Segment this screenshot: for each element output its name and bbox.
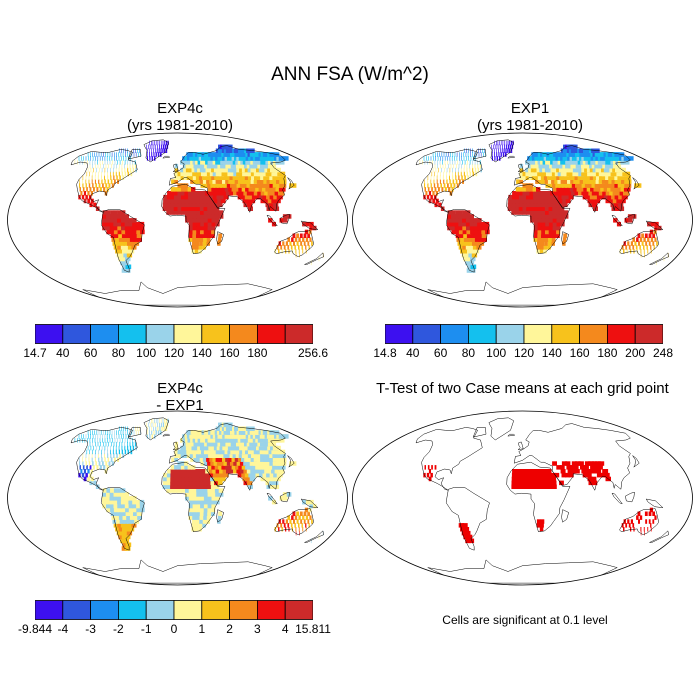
panel-title-line1: EXP4c [157,380,203,397]
colorbar-tick-label: 40 [56,346,70,360]
coastline [70,139,324,306]
colorbar-tick-label: 80 [461,346,476,360]
colorbar-swatch [62,324,91,344]
colorbar-swatch [62,600,91,620]
colorbar-tick-label: -1 [140,622,152,636]
colorbar-tick-label: 200 [625,346,646,360]
colorbar-tick-label: 0 [170,622,178,636]
colorbar-tick-label: 3 [254,622,261,636]
colorbar-tick-label: 1 [198,622,206,636]
colorbar-tick-label: 120 [163,346,185,360]
coastline [70,417,324,584]
colorbar-swatch [90,600,119,620]
colorbar-labels-diff: -9.844 -4 -3 -2 -1 0 1 2 3 4 15.811 [18,622,331,638]
map-field [74,140,324,273]
colorbar-swatch [256,600,286,620]
colorbar-diff [35,600,313,620]
colorbar-tick-label: 40 [406,346,420,360]
panel-title-diff: EXP4c - EXP1 [30,380,330,414]
map-exp4c [7,132,348,308]
colorbar-swatch [440,324,469,344]
colorbar-swatch [523,324,553,344]
panel-title-line1: EXP1 [510,100,550,117]
map-exp1 [352,132,693,308]
map-border [352,132,693,308]
colorbar-swatch [634,324,663,344]
colorbar-tick-label: 14.7 [23,346,47,360]
panel-title-line2: (yrs 1981-2010) [477,117,583,134]
colorbar-swatch [201,600,231,620]
colorbar-tick-label: -4 [57,622,69,636]
colorbar-swatch [284,324,313,344]
colorbar-tick-label: 15.811 [295,622,331,636]
colorbar-tick-label: 60 [83,346,98,360]
colorbar-tick-label: 140 [541,346,562,360]
colorbar-labels-exp4c: 14.7 40 60 80 100 120 140 160 180 256.6 [23,346,328,362]
coastline [415,417,669,584]
figure-title: ANN FSA (W/m^2) [271,64,429,85]
colorbar-swatch [412,324,441,344]
colorbar-swatch [551,324,581,344]
colorbar-exp4c [35,324,313,344]
colorbar-swatch [118,324,147,344]
map-diff [7,410,348,586]
colorbar-swatch [145,324,175,344]
colorbar-tick-label: 4 [281,622,289,636]
map-field [423,461,657,544]
map-ttest [352,410,693,586]
colorbar-swatch [495,324,525,344]
colorbar-swatch [35,324,64,344]
colorbar-tick-label: 120 [513,346,535,360]
colorbar-tick-label: -2 [113,622,124,636]
panel-title-exp1: EXP1 (yrs 1981-2010) [380,100,680,134]
colorbar-tick-label: -3 [85,622,96,636]
colorbar-exp1 [385,324,663,344]
colorbar-swatch [284,600,313,620]
colorbar-swatch [229,324,258,344]
colorbar-swatch [256,324,286,344]
map-border [352,410,693,586]
colorbar-swatch [229,600,258,620]
colorbar-labels-exp1: 14.8 40 60 80 100 120 140 160 180 200 248 [373,346,673,362]
panel-title-line2: - EXP1 [156,397,204,414]
colorbar-swatch [173,324,203,344]
colorbar-tick-label: 14.8 [373,346,397,360]
colorbar-tick-label: 248 [652,346,674,360]
colorbar-swatch [35,600,64,620]
colorbar-swatch [118,600,147,620]
colorbar-tick-label: 256.6 [297,346,329,360]
colorbar-tick-label: -9.844 [17,622,53,636]
colorbar-swatch [145,600,175,620]
panel-title-exp4c: EXP4c (yrs 1981-2010) [30,100,330,134]
map-field [74,418,324,551]
panel-title-ttest: T-Test of two Case means at each grid po… [376,380,669,397]
colorbar-tick-label: 160 [569,346,590,360]
panel-title-line2: (yrs 1981-2010) [127,117,233,134]
colorbar-tick-label: 2 [226,622,233,636]
colorbar-swatch [90,324,119,344]
colorbar-tick-label: 100 [136,346,157,360]
colorbar-tick-label: 60 [433,346,448,360]
colorbar-tick-label: 160 [219,346,240,360]
colorbar-tick-label: 80 [111,346,126,360]
significance-note: Cells are significant at 0.1 level [442,613,608,627]
colorbar-swatch [201,324,231,344]
colorbar-swatch [468,324,497,344]
colorbar-tick-label: 100 [486,346,507,360]
colorbar-tick-label: 180 [247,346,268,360]
map-field [419,140,669,273]
colorbar-swatch [173,600,203,620]
map-border [7,410,348,586]
panel-title-line1: EXP4c [157,100,203,117]
colorbar-tick-label: 140 [191,346,212,360]
colorbar-swatch [385,324,414,344]
map-border [7,132,348,308]
colorbar-tick-label: 180 [597,346,618,360]
colorbar-swatch [579,324,608,344]
colorbar-swatch [606,324,636,344]
